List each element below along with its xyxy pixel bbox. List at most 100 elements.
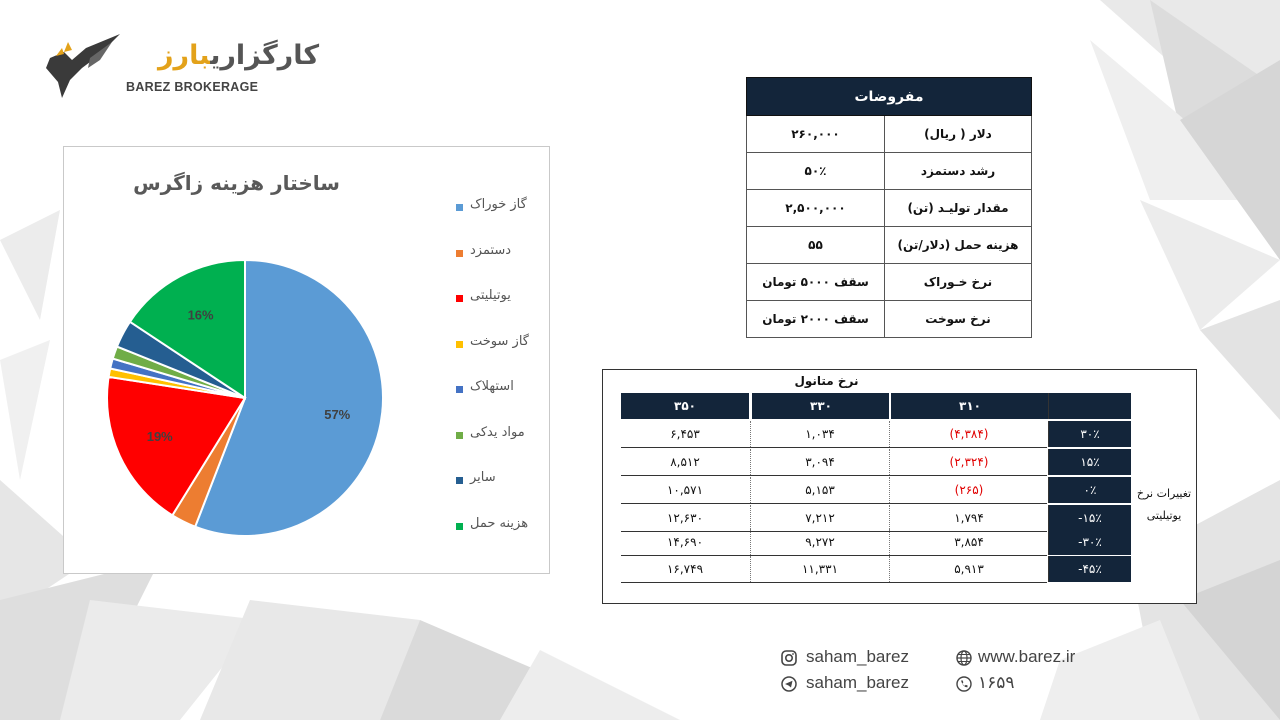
pie-slice [193,258,384,537]
globe-icon [956,650,972,666]
sensitivity-table: نرخ متانول ۳۵۰ ۳۳۰ ۳۱۰ ۶,۴۵۳ ۱,۰۳۴ (۴,۳۸۴)… [602,369,1197,604]
legend-item: سایر [456,470,546,490]
pie-chart: 57% 19% 16% [106,258,384,537]
cell-330: ۳,۰۹۴ [750,449,889,475]
column-header-350: ۳۵۰ [621,393,749,419]
cell-350: ۶,۴۵۳ [670,427,700,441]
legend-label: سایر [470,470,496,485]
cell-330: ۵,۱۵۳ [750,477,889,503]
chart-title: ساختار هزینه زاگرس [133,171,340,195]
table-row: ۶,۴۵۳ ۱,۰۳۴ (۴,۳۸۴) ۳۰٪ [621,421,1131,448]
cell-310: ۱,۷۹۴ [889,505,1048,531]
pie-chart-panel: ساختار هزینه زاگرس 57% 19% 16% گاز خوراک دس… [63,146,550,574]
utility-change-cell: -۴۵٪ [1048,556,1131,582]
cell-330: ۷,۲۱۲ [750,505,889,531]
cell-330: ۹,۲۷۲ [750,529,889,555]
legend-swatch [456,386,463,393]
legend-item: دستمزد [456,243,546,263]
legend-label: گاز خوراک [470,197,527,212]
table-row: دلار ( ریال) ۲۶۰,۰۰۰ [746,115,1032,153]
row-divider [621,531,1047,532]
phone-icon [956,676,972,692]
legend-label: استهلاک [470,379,514,394]
table-row: هزینه حمل (دلار/تن) ۵۵ [746,226,1032,264]
legend-label: یوتیلیتی [470,288,511,303]
cell-310: (۴,۳۸۴) [889,421,1048,447]
table-row: ۸,۵۱۲ ۳,۰۹۴ (۲,۳۲۴) ۱۵٪ [621,449,1131,476]
pie-slice [106,375,247,517]
brand-logo: کارگزاریبارز BAREZ BROKERAGE [42,34,319,104]
pie-data-label: 57% [324,407,350,422]
contact-footer: saham_barez saham_barez www.barez.ir ۱۶۵… [778,644,1108,704]
legend-item: استهلاک [456,379,546,399]
utility-change-cell: ۳۰٪ [1048,421,1131,447]
assumption-value: ۵۰٪ [746,152,885,190]
website-link[interactable]: www.barez.ir [978,647,1076,666]
utility-change-cell: -۱۵٪ [1048,505,1131,531]
utility-change-cell: -۳۰٪ [1048,529,1131,555]
row-divider [621,582,1047,583]
table-row: ۱۴,۶۹۰ ۹,۲۷۲ ۳,۸۵۴ -۳۰٪ [621,529,1131,556]
table-row: ۱۰,۵۷۱ ۵,۱۵۳ (۲۶۵) ۰٪ [621,477,1131,504]
assumptions-title: مفروضات [746,77,1032,116]
row-divider [621,555,1047,556]
legend-swatch [456,295,463,302]
legend-item: یوتیلیتی [456,288,546,308]
row-divider [621,447,1047,448]
assumption-label: نرخ خـوراک [884,263,1032,301]
phone-number[interactable]: ۱۶۵۹ [978,673,1015,692]
utility-change-label: تغییرات نرخ یوتیلیتی [1136,487,1192,522]
legend-swatch [456,249,463,257]
assumption-label: دلار ( ریال) [884,115,1032,153]
assumption-value: سقف ۵۰۰۰ تومان [746,263,885,301]
table-row: رشد دستمزد ۵۰٪ [746,152,1032,190]
legend-label: مواد یدکی [470,424,525,440]
assumption-label: نرخ سوخت [884,300,1032,338]
cell-330: ۱,۰۳۴ [750,421,889,447]
cell-350: ۱۰,۵۷۱ [666,483,704,497]
pie-slice [128,258,246,400]
telegram-handle[interactable]: saham_barez [806,673,910,692]
table-row: نرخ خـوراک سقف ۵۰۰۰ تومان [746,263,1032,301]
corner-cell [1048,393,1131,419]
legend-swatch [456,431,463,439]
sensitivity-header-row: ۳۵۰ ۳۳۰ ۳۱۰ [621,393,1131,420]
legend-swatch [456,340,463,348]
assumptions-table: مفروضات دلار ( ریال) ۲۶۰,۰۰۰ رشد دستمزد ۵۰… [746,77,1032,338]
eagle-logo-icon [46,34,120,98]
cell-310: ۳,۸۵۴ [889,529,1048,555]
assumption-label: رشد دستمزد [884,152,1032,190]
brand-name-fa: کارگزاریبارز [158,40,320,71]
column-header-330: ۳۳۰ [750,393,890,419]
utility-change-cell: ۱۵٪ [1048,449,1131,475]
legend-item: مواد یدکی [456,425,546,445]
legend-swatch [456,477,463,484]
assumption-label: مقدار تولیـد (تن) [884,189,1032,227]
cell-310: (۲,۳۲۴) [889,449,1048,475]
cell-310: ۵,۹۱۳ [889,556,1048,582]
row-divider [621,475,1047,476]
legend-item: گاز سوخت [456,334,546,354]
legend-item: هزینه حمل [456,516,546,536]
legend-swatch [456,522,463,530]
cell-350: ۱۶,۷۴۹ [666,562,704,576]
legend-label: هزینه حمل [470,515,529,531]
cell-350: ۱۲,۶۳۰ [666,511,704,525]
pie-data-label: 19% [147,429,173,444]
cell-330: ۱۱,۳۳۱ [750,556,889,582]
telegram-icon [781,676,797,692]
legend-swatch [456,204,463,211]
cell-350: ۸,۵۱۲ [670,455,700,469]
instagram-handle[interactable]: saham_barez [806,647,910,666]
cell-350: ۱۴,۶۹۰ [666,535,704,549]
table-row: نرخ سوخت سقف ۲۰۰۰ تومان [746,300,1032,338]
table-row: ۱۲,۶۳۰ ۷,۲۱۲ ۱,۷۹۴ -۱۵٪ [621,505,1131,532]
instagram-icon [781,650,797,666]
column-header-310: ۳۱۰ [889,393,1049,419]
table-row: مقدار تولیـد (تن) ۲,۵۰۰,۰۰۰ [746,189,1032,227]
legend-item: گاز خوراک [456,197,546,217]
methanol-price-header: نرخ متانول [794,374,859,388]
assumption-label: هزینه حمل (دلار/تن) [884,226,1032,264]
assumption-value: ۲۶۰,۰۰۰ [746,115,885,153]
legend-label: دستمزد [470,242,512,258]
